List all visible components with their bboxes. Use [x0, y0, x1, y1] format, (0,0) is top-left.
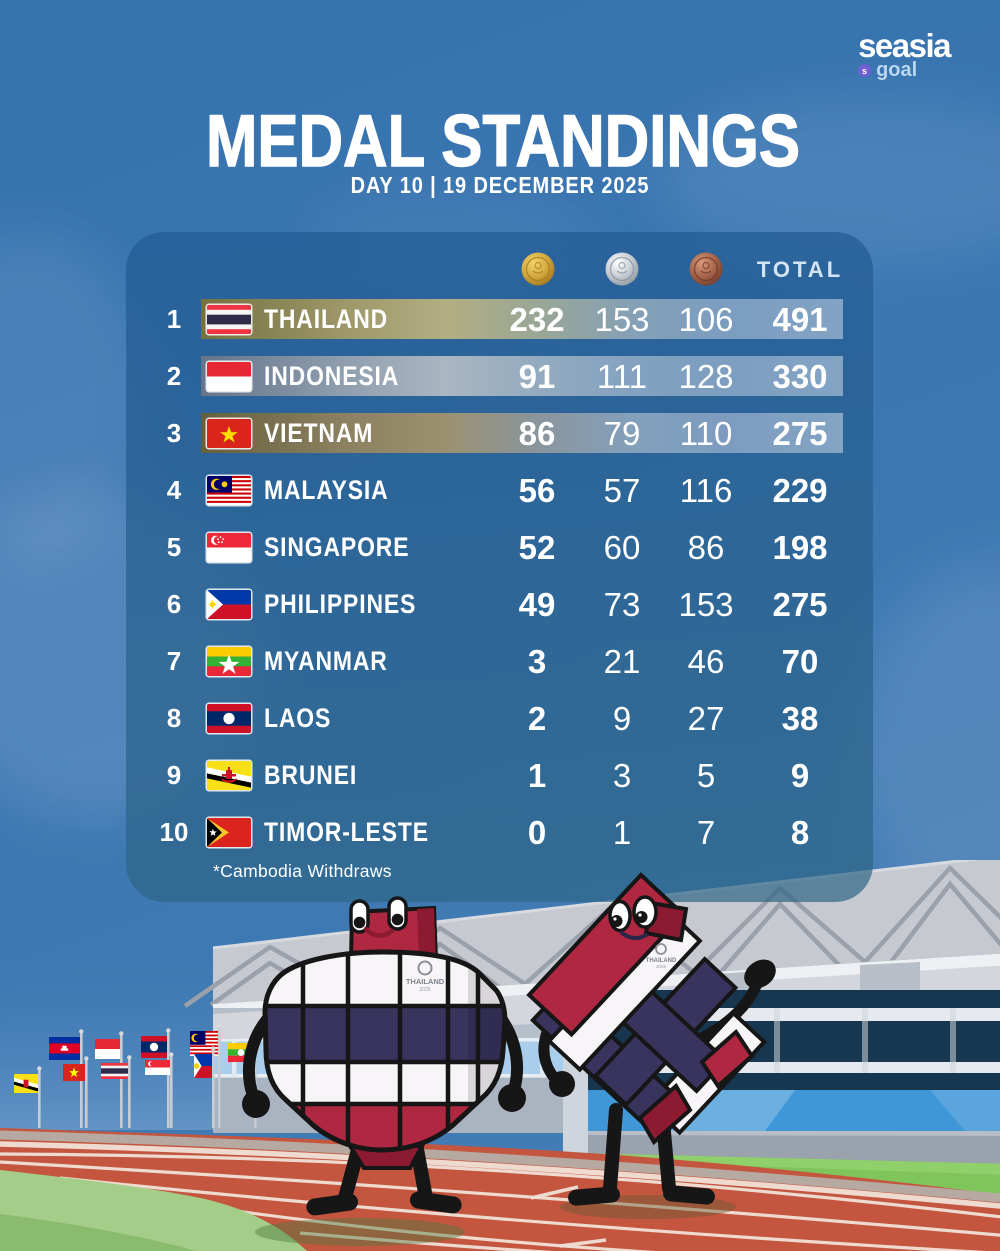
svg-text:2025: 2025	[419, 987, 430, 993]
svg-text:2025: 2025	[656, 964, 667, 969]
svg-text:THAILAND: THAILAND	[406, 977, 445, 986]
svg-text:THAILAND: THAILAND	[646, 958, 677, 964]
